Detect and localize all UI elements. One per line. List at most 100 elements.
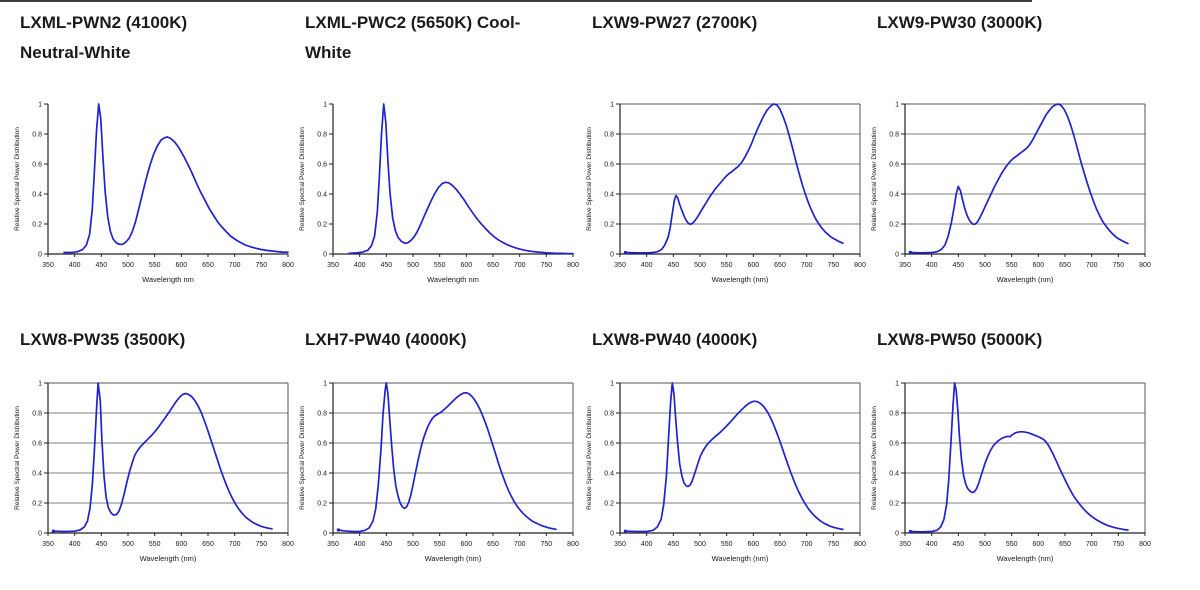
svg-text:0: 0 — [323, 531, 327, 538]
spectrum-plot: 350 400 450 500 550 600 650 700 750 800 0 0.2 0.4 0.6… — [586, 381, 866, 564]
svg-text:400: 400 — [69, 262, 81, 269]
chart-title: LXW9-PW30 (3000K) — [877, 13, 1043, 32]
svg-text:0.4: 0.4 — [317, 471, 327, 478]
svg-text:0.8: 0.8 — [604, 132, 614, 139]
spectrum-chart-cell: LXH7-PW40 (4000K) 350 400 450 500 550 600 650 7… — [295, 325, 587, 575]
svg-text:Wavelength (nm): Wavelength (nm) — [712, 275, 769, 284]
svg-text:400: 400 — [641, 262, 653, 269]
svg-text:550: 550 — [1006, 262, 1018, 269]
svg-text:0: 0 — [323, 252, 327, 259]
spectrum-chart-cell: LXW8-PW40 (4000K) 350 400 450 500 550 600 650 7… — [582, 325, 874, 575]
spectrum-chart-cell: LXW8-PW50 (5000K) 350 400 450 500 550 600 650 7… — [867, 325, 1159, 575]
svg-text:350: 350 — [327, 541, 339, 548]
svg-text:1: 1 — [38, 381, 42, 388]
svg-text:1: 1 — [895, 102, 899, 109]
svg-text:350: 350 — [42, 541, 54, 548]
svg-text:Wavelength (nm): Wavelength (nm) — [712, 554, 769, 563]
svg-text:450: 450 — [95, 541, 107, 548]
svg-text:700: 700 — [1086, 262, 1098, 269]
svg-text:650: 650 — [202, 541, 214, 548]
svg-text:650: 650 — [202, 262, 214, 269]
svg-text:Relative Spectral Power Distri: Relative Spectral Power Distribution — [586, 127, 593, 231]
svg-text:0: 0 — [895, 252, 899, 259]
spectrum-plot: 350 400 450 500 550 600 650 700 750 800 0 0.2 0.4 0.6… — [14, 102, 294, 285]
svg-text:350: 350 — [42, 262, 54, 269]
svg-text:0.4: 0.4 — [889, 471, 899, 478]
svg-text:500: 500 — [979, 541, 991, 548]
spectrum-plot: 350 400 450 500 550 600 650 700 750 800 0 0.2 0.4 0.6… — [299, 381, 579, 564]
svg-text:0.2: 0.2 — [317, 222, 327, 229]
svg-text:0.2: 0.2 — [32, 501, 42, 508]
svg-text:800: 800 — [567, 262, 579, 269]
svg-text:0.8: 0.8 — [889, 132, 899, 139]
svg-text:0.4: 0.4 — [604, 471, 614, 478]
svg-text:0.6: 0.6 — [889, 162, 899, 169]
svg-text:1: 1 — [610, 102, 614, 109]
spectrum-chart-cell: LXML-PWC2 (5650K) Cool- White 350 400 450 5… — [295, 8, 587, 296]
svg-text:0.2: 0.2 — [32, 222, 42, 229]
svg-text:550: 550 — [434, 541, 446, 548]
svg-text:Relative Spectral Power Distri: Relative Spectral Power Distribution — [14, 406, 21, 510]
svg-text:1: 1 — [610, 381, 614, 388]
svg-text:750: 750 — [827, 541, 839, 548]
svg-text:Wavelength (nm): Wavelength (nm) — [997, 554, 1054, 563]
svg-text:800: 800 — [567, 541, 579, 548]
svg-text:600: 600 — [460, 541, 472, 548]
svg-text:500: 500 — [694, 541, 706, 548]
svg-text:650: 650 — [774, 541, 786, 548]
svg-text:0.2: 0.2 — [889, 222, 899, 229]
chart-title: LXW8-PW40 (4000K) — [592, 330, 758, 349]
svg-text:350: 350 — [614, 541, 626, 548]
chart-title: LXW8-PW35 (3500K) — [20, 330, 186, 349]
svg-text:0.4: 0.4 — [32, 192, 42, 199]
svg-text:400: 400 — [641, 541, 653, 548]
svg-text:0: 0 — [38, 531, 42, 538]
svg-text:1: 1 — [323, 102, 327, 109]
svg-text:Relative Spectral Power Distri: Relative Spectral Power Distribution — [871, 127, 878, 231]
svg-text:800: 800 — [854, 541, 866, 548]
spectrum-chart-cell: LXML-PWN2 (4100K) Neutral-White 350 400 45… — [10, 8, 302, 296]
svg-text:400: 400 — [926, 262, 938, 269]
svg-text:800: 800 — [282, 262, 294, 269]
spectrum-chart-cell: LXW9-PW30 (3000K) 350 400 450 500 550 600 650 7… — [867, 8, 1159, 296]
svg-text:650: 650 — [1059, 541, 1071, 548]
svg-text:350: 350 — [327, 262, 339, 269]
chart-title: LXH7-PW40 (4000K) — [305, 330, 467, 349]
svg-text:600: 600 — [747, 541, 759, 548]
svg-text:450: 450 — [95, 262, 107, 269]
spectrum-plot: 350 400 450 500 550 600 650 700 750 800 0 0.2 0.4 0.6… — [299, 102, 579, 285]
svg-text:0.4: 0.4 — [889, 192, 899, 199]
spectrum-chart-cell: LXW8-PW35 (3500K) 350 400 450 500 550 600 650 7… — [10, 325, 302, 575]
svg-text:350: 350 — [899, 262, 911, 269]
svg-text:500: 500 — [122, 541, 134, 548]
svg-text:0.4: 0.4 — [604, 192, 614, 199]
svg-text:1: 1 — [38, 102, 42, 109]
svg-text:0.6: 0.6 — [317, 162, 327, 169]
svg-text:450: 450 — [667, 541, 679, 548]
svg-text:0.4: 0.4 — [317, 192, 327, 199]
svg-text:Relative Spectral Power Distri: Relative Spectral Power Distribution — [299, 406, 306, 510]
svg-text:750: 750 — [1112, 541, 1124, 548]
svg-text:400: 400 — [354, 541, 366, 548]
spectrum-plot: 350 400 450 500 550 600 650 700 750 800 0 0.2 0.4 0.6… — [586, 102, 866, 285]
svg-text:450: 450 — [380, 262, 392, 269]
svg-text:700: 700 — [514, 262, 526, 269]
svg-text:450: 450 — [952, 541, 964, 548]
svg-text:750: 750 — [827, 262, 839, 269]
spectrum-chart-cell: LXW9-PW27 (2700K) 350 400 450 500 550 600 650 7… — [582, 8, 874, 296]
svg-text:Wavelength nm: Wavelength nm — [142, 275, 194, 284]
svg-text:500: 500 — [694, 262, 706, 269]
svg-text:0.8: 0.8 — [604, 411, 614, 418]
svg-text:700: 700 — [801, 262, 813, 269]
svg-text:750: 750 — [540, 262, 552, 269]
svg-text:400: 400 — [69, 541, 81, 548]
svg-text:0: 0 — [895, 531, 899, 538]
svg-text:Relative Spectral Power Distri: Relative Spectral Power Distribution — [871, 406, 878, 510]
svg-text:0.8: 0.8 — [317, 132, 327, 139]
svg-text:650: 650 — [774, 262, 786, 269]
svg-text:700: 700 — [1086, 541, 1098, 548]
svg-text:700: 700 — [801, 541, 813, 548]
svg-text:0.8: 0.8 — [32, 411, 42, 418]
spectrum-plot: 350 400 450 500 550 600 650 700 750 800 0 0.2 0.4 0.6… — [14, 381, 294, 564]
svg-text:450: 450 — [380, 541, 392, 548]
